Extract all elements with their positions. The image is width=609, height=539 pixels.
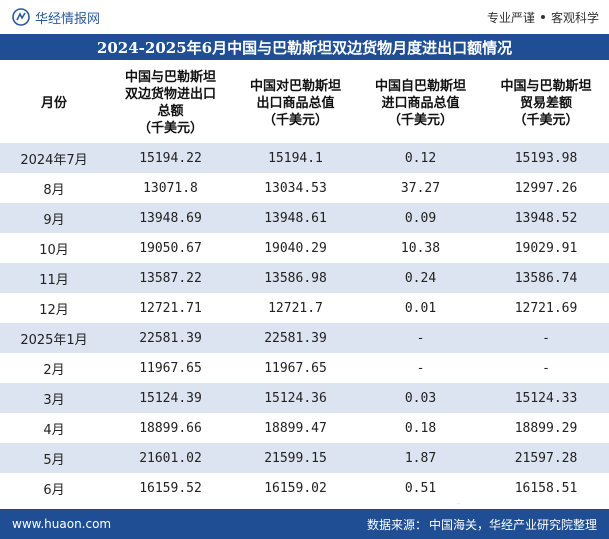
- cell-export: 13948.61: [233, 203, 358, 233]
- cell-balance: -: [483, 323, 609, 353]
- cell-total: 13948.69: [108, 203, 233, 233]
- cell-export: 22581.39: [233, 323, 358, 353]
- cell-total: 13587.22: [108, 263, 233, 293]
- cell-month: 2024年7月: [0, 143, 108, 173]
- column-header-export: 中国对巴勒斯坦 出口商品总值 （千美元）: [233, 63, 358, 143]
- cell-month: 5月: [0, 443, 108, 473]
- cell-month: 2025年1月: [0, 323, 108, 353]
- data-table: 月份 中国与巴勒斯坦 双边货物进出口 总额 （千美元） 中国对巴勒斯坦 出口商品…: [0, 63, 609, 503]
- cell-export: 18899.47: [233, 413, 358, 443]
- cell-import: -: [358, 323, 483, 353]
- cell-total: 16159.52: [108, 473, 233, 503]
- cell-total: 22581.39: [108, 323, 233, 353]
- cell-export: 15124.36: [233, 383, 358, 413]
- cell-total: 18899.66: [108, 413, 233, 443]
- column-header-balance: 中国与巴勒斯坦 贸易差额 （千美元）: [483, 63, 609, 143]
- table-body: 2024年7月 15194.22 15194.1 0.12 15193.98 8月 1307…: [0, 143, 609, 503]
- table-row: 12月 12721.71 12721.7 0.01 12721.69: [0, 293, 609, 323]
- cell-total: 19050.67: [108, 233, 233, 263]
- footer-source: 数据来源： 中国海关，华经产业研究院整理: [367, 516, 597, 533]
- table-row: 8月 13071.8 13034.53 37.27 12997.26: [0, 173, 609, 203]
- slogan-left: 专业严谨: [486, 10, 535, 25]
- brand[interactable]: 华经情报网: [12, 8, 100, 27]
- cell-month: 4月: [0, 413, 108, 443]
- column-header-import: 中国自巴勒斯坦 进口商品总值 （千美元）: [358, 63, 483, 143]
- cell-import: 10.38: [358, 233, 483, 263]
- cell-total: 12721.71: [108, 293, 233, 323]
- cell-total: 13071.8: [108, 173, 233, 203]
- cell-balance: 13948.52: [483, 203, 609, 233]
- cell-export: 19040.29: [233, 233, 358, 263]
- cell-month: 11月: [0, 263, 108, 293]
- column-header-month: 月份: [0, 63, 108, 143]
- footer: www.huaon.com 数据来源： 中国海关，华经产业研究院整理: [0, 509, 609, 539]
- table-row: 5月 21601.02 21599.15 1.87 21597.28: [0, 443, 609, 473]
- page-title: 2024-2025年6月中国与巴勒斯坦双边货物月度进出口额情况: [0, 34, 609, 60]
- cell-month: 2月: [0, 353, 108, 383]
- source-label: 数据来源：: [366, 517, 427, 532]
- cell-balance: 15193.98: [483, 143, 609, 173]
- cell-export: 12721.7: [233, 293, 358, 323]
- table-row: 2024年7月 15194.22 15194.1 0.12 15193.98: [0, 143, 609, 173]
- cell-export: 11967.65: [233, 353, 358, 383]
- slogan-right: 客观科学: [550, 10, 599, 25]
- cell-import: 1.87: [358, 443, 483, 473]
- cell-total: 11967.65: [108, 353, 233, 383]
- table-header-row: 月份 中国与巴勒斯坦 双边货物进出口 总额 （千美元） 中国对巴勒斯坦 出口商品…: [0, 63, 609, 143]
- brand-name: 华经情报网: [35, 11, 101, 27]
- table-row: 10月 19050.67 19040.29 10.38 19029.91: [0, 233, 609, 263]
- table-row: 4月 18899.66 18899.47 0.18 18899.29: [0, 413, 609, 443]
- cell-import: 0.12: [358, 143, 483, 173]
- cell-balance: 21597.28: [483, 443, 609, 473]
- cell-import: 0.09: [358, 203, 483, 233]
- cell-month: 8月: [0, 173, 108, 203]
- footer-website[interactable]: www.huaon.com: [12, 517, 112, 531]
- cell-import: 0.03: [358, 383, 483, 413]
- cell-export: 15194.1: [233, 143, 358, 173]
- cell-import: 37.27: [358, 173, 483, 203]
- cell-export: 16159.02: [233, 473, 358, 503]
- cell-month: 9月: [0, 203, 108, 233]
- cell-balance: -: [483, 353, 609, 383]
- cell-balance: 13586.74: [483, 263, 609, 293]
- cell-export: 21599.15: [233, 443, 358, 473]
- cell-month: 10月: [0, 233, 108, 263]
- brand-logo-icon: [12, 8, 30, 26]
- top-header: 华经情报网 专业严谨 客观科学: [0, 0, 609, 34]
- cell-import: 0.01: [358, 293, 483, 323]
- table-row: 2月 11967.65 11967.65- -: [0, 353, 609, 383]
- cell-balance: 12721.69: [483, 293, 609, 323]
- cell-balance: 19029.91: [483, 233, 609, 263]
- table-row: 6月 16159.52 16159.02 0.51 16158.51: [0, 473, 609, 503]
- table-row: 3月 15124.39 15124.36 0.03 15124.33: [0, 383, 609, 413]
- cell-balance: 12997.26: [483, 173, 609, 203]
- cell-balance: 15124.33: [483, 383, 609, 413]
- cell-import: 0.24: [358, 263, 483, 293]
- table-row: 2025年1月 22581.39 22581.39- -: [0, 323, 609, 353]
- cell-total: 15194.22: [108, 143, 233, 173]
- cell-balance: 18899.29: [483, 413, 609, 443]
- cell-export: 13586.98: [233, 263, 358, 293]
- cell-export: 13034.53: [233, 173, 358, 203]
- cell-balance: 16158.51: [483, 473, 609, 503]
- cell-import: 0.51: [358, 473, 483, 503]
- separator-dot-icon: [540, 15, 545, 19]
- cell-month: 3月: [0, 383, 108, 413]
- column-header-total: 中国与巴勒斯坦 双边货物进出口 总额 （千美元）: [108, 63, 233, 143]
- table-row: 9月 13948.69 13948.61 0.09 13948.52: [0, 203, 609, 233]
- cell-total: 21601.02: [108, 443, 233, 473]
- cell-import: -: [358, 353, 483, 383]
- cell-month: 6月: [0, 473, 108, 503]
- cell-month: 12月: [0, 293, 108, 323]
- source-text: 中国海关，华经产业研究院整理: [428, 517, 597, 532]
- table-row: 11月 13587.22 13586.98 0.24 13586.74: [0, 263, 609, 293]
- slogan: 专业严谨 客观科学: [487, 9, 599, 26]
- cell-total: 15124.39: [108, 383, 233, 413]
- cell-import: 0.18: [358, 413, 483, 443]
